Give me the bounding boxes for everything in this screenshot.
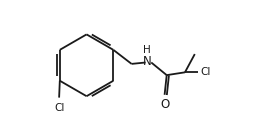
Text: N: N xyxy=(143,55,151,68)
Text: O: O xyxy=(160,98,169,111)
Text: Cl: Cl xyxy=(54,103,64,113)
Text: Cl: Cl xyxy=(200,67,211,77)
Text: H: H xyxy=(143,45,151,55)
